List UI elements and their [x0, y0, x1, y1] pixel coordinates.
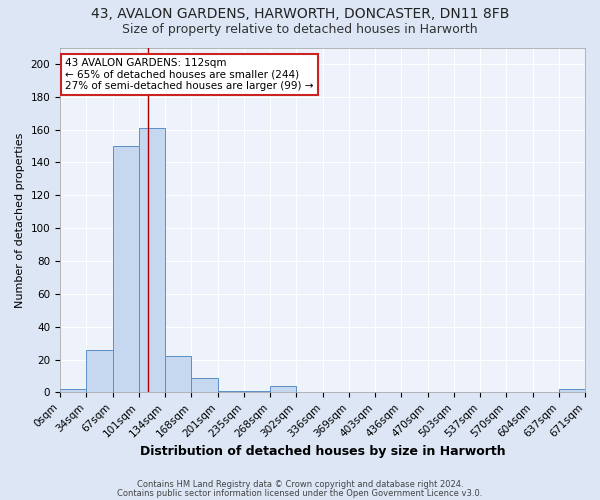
Text: 43, AVALON GARDENS, HARWORTH, DONCASTER, DN11 8FB: 43, AVALON GARDENS, HARWORTH, DONCASTER,… — [91, 8, 509, 22]
Bar — [86, 350, 113, 393]
Bar — [139, 128, 165, 392]
Bar — [559, 389, 585, 392]
Bar — [270, 386, 296, 392]
Bar — [244, 390, 270, 392]
Bar — [113, 146, 139, 392]
Text: 43 AVALON GARDENS: 112sqm
← 65% of detached houses are smaller (244)
27% of semi: 43 AVALON GARDENS: 112sqm ← 65% of detac… — [65, 58, 314, 91]
Bar — [60, 389, 86, 392]
Text: Contains HM Land Registry data © Crown copyright and database right 2024.: Contains HM Land Registry data © Crown c… — [137, 480, 463, 489]
Bar — [165, 356, 191, 393]
Bar — [218, 390, 244, 392]
Bar — [191, 378, 218, 392]
X-axis label: Distribution of detached houses by size in Harworth: Distribution of detached houses by size … — [140, 444, 505, 458]
Y-axis label: Number of detached properties: Number of detached properties — [15, 132, 25, 308]
Text: Contains public sector information licensed under the Open Government Licence v3: Contains public sector information licen… — [118, 488, 482, 498]
Text: Size of property relative to detached houses in Harworth: Size of property relative to detached ho… — [122, 22, 478, 36]
